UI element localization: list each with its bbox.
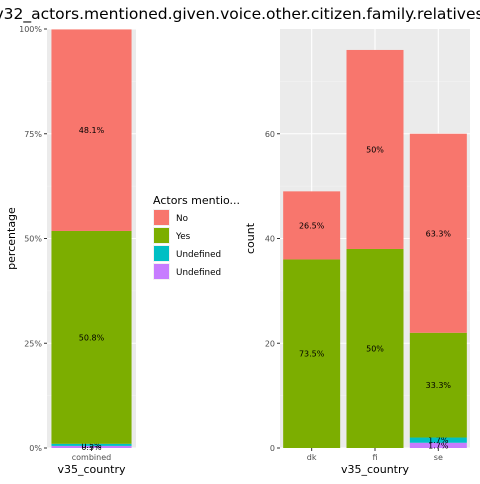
data-label: 50.8% — [79, 333, 105, 342]
legend: Actors mentio... No Yes Undefined Undefined — [153, 194, 240, 280]
legend-key-undefined — [154, 264, 169, 279]
y-tick-label: 50% — [24, 235, 42, 244]
x-tick-label: combined — [72, 453, 111, 462]
bar-segment-se-yes — [409, 332, 467, 438]
data-label: 73.5% — [299, 350, 325, 359]
bar-segment-se-undefined — [409, 442, 467, 448]
data-label: 48.1% — [79, 126, 105, 135]
y-tick-label: 75% — [24, 130, 42, 139]
y-tick-label: 20 — [265, 339, 275, 348]
data-label: 50% — [366, 145, 384, 154]
bar-segment-se-no — [409, 133, 467, 333]
chart-title: v32_actors.mentioned.given.voice.other.c… — [0, 5, 480, 24]
legend-key-yes — [154, 228, 169, 243]
y-tick-label: 25% — [24, 339, 42, 348]
legend-label: Undefined — [176, 250, 221, 260]
bar-segment-fi-no — [346, 49, 404, 249]
data-label: 1.7% — [428, 436, 449, 445]
legend-key-no — [154, 210, 169, 225]
x-tick-label: se — [434, 453, 443, 462]
y-tick-label: 60 — [265, 130, 275, 139]
y-axis-title: percentage — [5, 207, 18, 270]
bar-segment-se-undefined — [409, 437, 467, 443]
legend-label: Yes — [175, 232, 191, 242]
bar-segment-combined-no — [51, 29, 132, 231]
data-label: 63.3% — [426, 229, 452, 238]
data-label: 33.3% — [426, 381, 452, 390]
bar-segment-combined-undefined — [51, 443, 132, 446]
data-label: 1.7% — [428, 441, 449, 450]
bar-segment-dk-yes — [283, 259, 341, 448]
legend-label: No — [176, 214, 188, 224]
bar-segment-combined-undefined — [51, 445, 132, 448]
legend-key-undefined — [154, 246, 169, 261]
legend-title: Actors mentio... — [153, 194, 240, 207]
y-tick-label: 0 — [270, 444, 275, 453]
legend-items: No Yes Undefined Undefined — [153, 209, 221, 280]
data-label: 26.5% — [299, 221, 325, 230]
y-axis-title: count — [244, 222, 257, 254]
bar-segment-fi-yes — [346, 248, 404, 448]
data-label: 0.5% — [81, 443, 102, 452]
data-label: 0.5% — [81, 441, 102, 450]
y-tick-label: 40 — [265, 235, 275, 244]
x-axis-title: v35_country — [57, 463, 126, 476]
x-tick-label: dk — [307, 453, 317, 462]
panel-percentage: 0%25%50%75%100%0.5%0.5%50.8%48.1%combine… — [5, 25, 136, 476]
y-tick-label: 100% — [19, 25, 42, 34]
bar-segment-dk-no — [283, 191, 341, 260]
x-axis-title: v35_country — [341, 463, 410, 476]
x-tick-label: fi — [372, 453, 377, 462]
legend-label: Undefined — [176, 268, 221, 278]
bar-segment-combined-yes — [51, 230, 132, 444]
panel-count: 0 20 40 60 73.5% 26.5% 50% 50% 1.7%1.7% 33.3% 63.3… — [244, 29, 470, 476]
data-label: 50% — [366, 344, 384, 353]
y-tick-label: 0% — [29, 444, 42, 453]
